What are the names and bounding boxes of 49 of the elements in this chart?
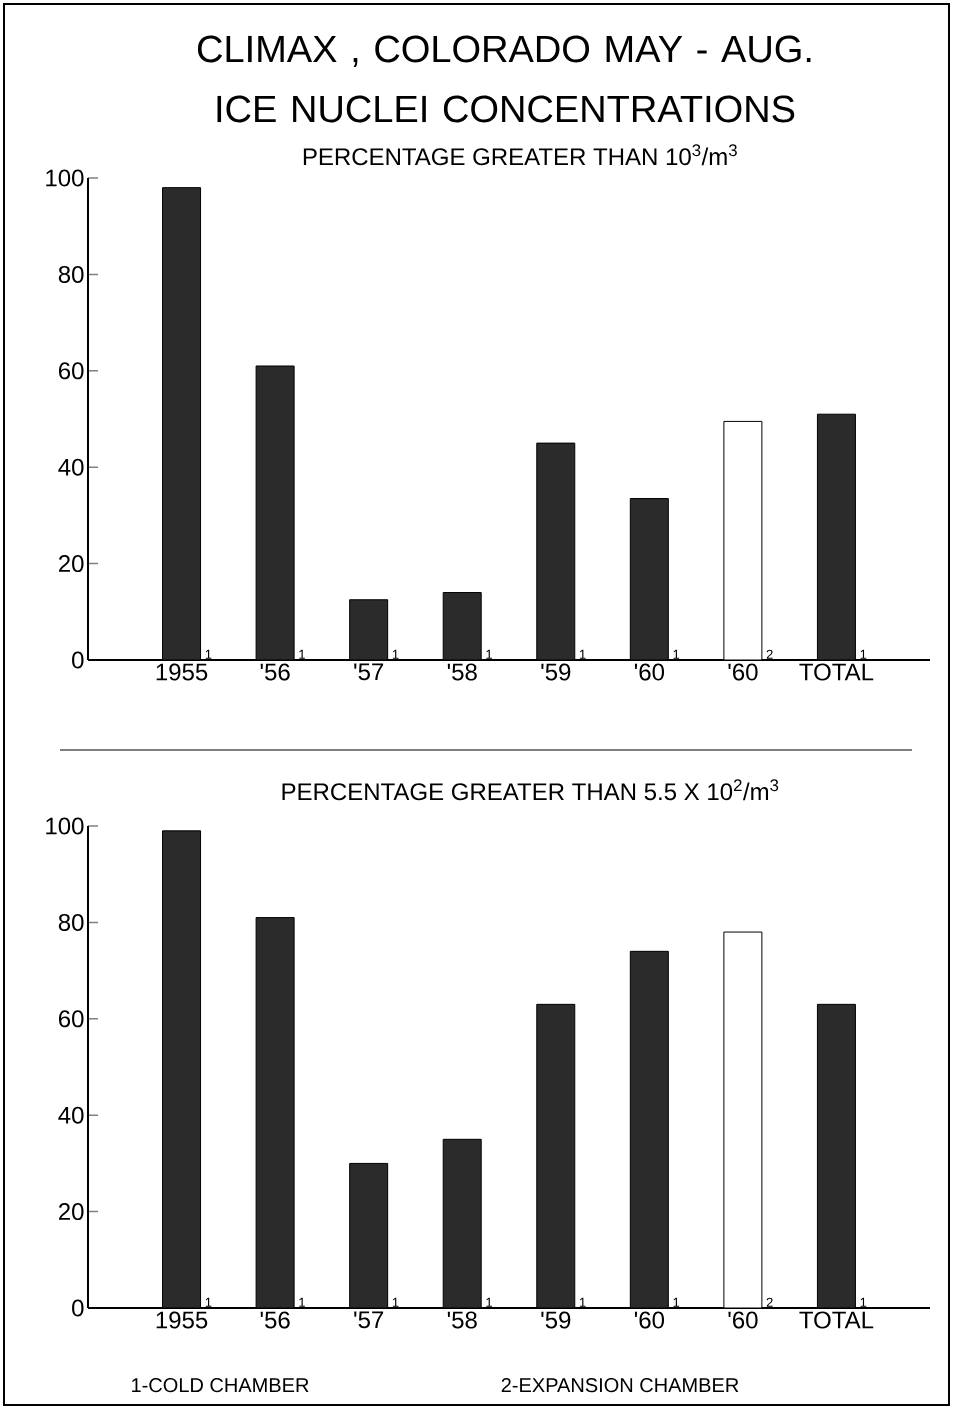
y-tick-label: 20 xyxy=(58,1203,84,1221)
annotation: 1 xyxy=(579,1297,586,1307)
x-tick-label: '60 xyxy=(728,663,758,681)
x-tick-label: '56 xyxy=(260,663,290,681)
y-tick-label: 0 xyxy=(72,1299,84,1317)
annotation: 1 xyxy=(392,1297,399,1307)
y-tick-label: 100 xyxy=(46,817,84,835)
x-tick-label: '56 xyxy=(260,1311,290,1329)
x-tick-label: TOTAL xyxy=(799,663,874,681)
annotation: 1 xyxy=(486,649,493,659)
y-tick-label: 20 xyxy=(58,555,84,573)
annotation: 1 xyxy=(205,1297,212,1307)
x-tick-label: '60 xyxy=(634,1311,665,1329)
annotation: 1 xyxy=(299,649,305,659)
y-tick-label: 100 xyxy=(46,169,84,187)
annotation: 1 xyxy=(579,649,586,659)
x-tick-label: 1955 xyxy=(156,1311,208,1329)
x-tick-label: '60 xyxy=(634,663,665,681)
x-tick-label: '60 xyxy=(728,1311,758,1329)
y-tick-label: 80 xyxy=(58,913,84,931)
text: 2-EXPANSION CHAMBER xyxy=(501,1378,739,1393)
x-tick-label: 1955 xyxy=(156,663,208,681)
x-tick-label: '59 xyxy=(541,663,571,681)
text: 1-COLD CHAMBER xyxy=(132,1378,309,1393)
chart-title: CLIMAX , COLORADO MAY - AUG. ICE NUCLEI CONCENTRATIONS xyxy=(197,35,811,123)
annotation: 1 xyxy=(860,1297,867,1307)
chart-title: PERCENTAGE GREATER THAN 5.5 X 10$^{2}$/m$^{3}$ xyxy=(282,779,779,801)
annotation: 1 xyxy=(392,649,399,659)
x-tick-label: '58 xyxy=(447,663,477,681)
x-tick-label: '57 xyxy=(354,1311,384,1329)
chart-subtitle: PERCENTAGE GREATER THAN 10$^{3}$/m$^{3}$ xyxy=(303,144,737,166)
annotation: 1 xyxy=(673,649,680,659)
x-tick-label: '58 xyxy=(447,1311,477,1329)
y-tick-label: 60 xyxy=(58,362,84,380)
annotation: 2 xyxy=(766,1297,773,1307)
annotation: 1 xyxy=(205,649,212,659)
y-tick-label: 40 xyxy=(58,458,84,476)
y-tick-label: 80 xyxy=(58,265,84,283)
annotation: 1 xyxy=(860,649,867,659)
x-tick-label: TOTAL xyxy=(799,1311,874,1329)
x-tick-label: '59 xyxy=(541,1311,571,1329)
x-tick-label: '57 xyxy=(354,663,384,681)
annotation: 1 xyxy=(299,1297,305,1307)
annotation: 2 xyxy=(766,649,773,659)
annotation: 1 xyxy=(486,1297,493,1307)
y-tick-label: 60 xyxy=(58,1010,84,1028)
y-tick-label: 0 xyxy=(72,651,84,669)
annotation: 1 xyxy=(673,1297,680,1307)
y-tick-label: 40 xyxy=(58,1106,84,1124)
